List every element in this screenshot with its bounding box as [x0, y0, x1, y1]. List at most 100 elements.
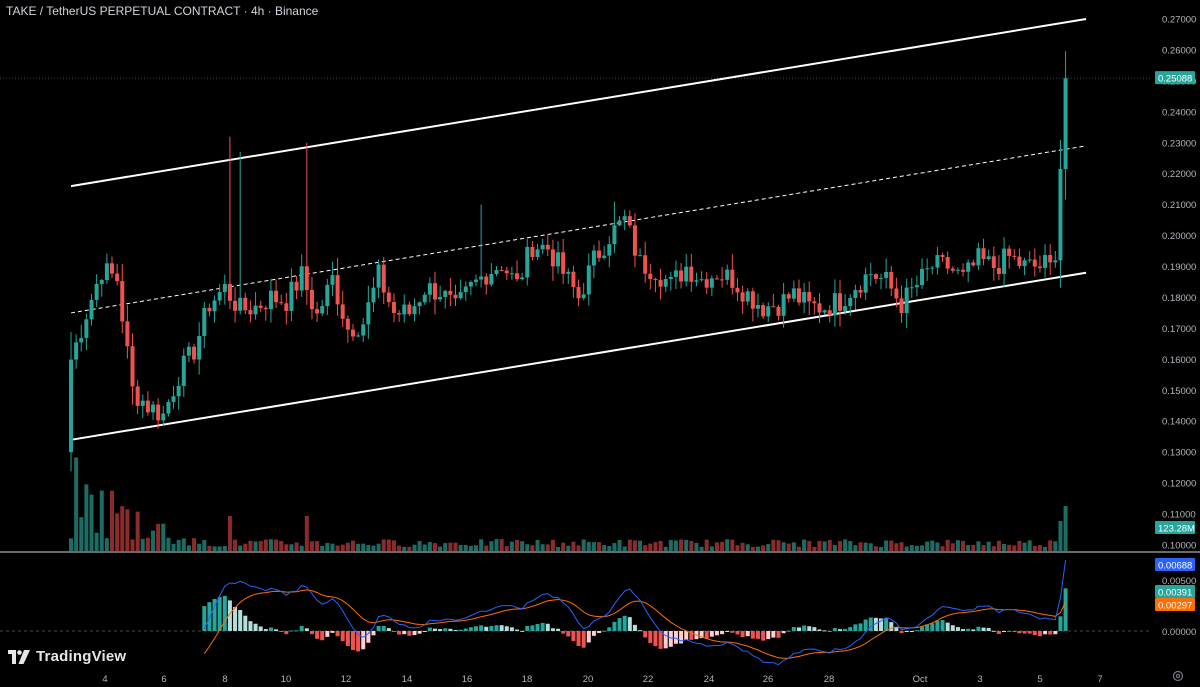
macd-histogram-bar — [463, 628, 468, 631]
candle-body — [868, 274, 873, 276]
time-tick-label: Oct — [913, 674, 928, 685]
volume-tag-bg — [1155, 521, 1195, 534]
volume-bar — [222, 546, 227, 551]
macd-line — [203, 559, 1067, 666]
volume-bar — [725, 539, 730, 551]
time-tick-label: 4 — [102, 674, 107, 685]
volume-bar — [268, 539, 273, 551]
volume-bar — [981, 545, 986, 551]
volume-bar — [858, 542, 863, 551]
settings-gear-icon[interactable] — [1172, 670, 1184, 682]
macd-histogram-bar — [740, 631, 745, 638]
volume-bar — [991, 546, 996, 551]
volume-bar — [838, 541, 842, 551]
macd-histogram-bar — [468, 627, 473, 631]
volume-bar — [909, 545, 914, 551]
candle-body — [750, 291, 755, 309]
candle-body — [448, 290, 453, 295]
macd-histogram-bar — [807, 626, 812, 631]
price-tick-label: 0.19000 — [1162, 262, 1196, 273]
macd-value-tag: 0.00688 — [1158, 561, 1192, 572]
volume-bar — [325, 542, 330, 551]
candle-body — [243, 297, 248, 311]
macd-histogram-bar — [971, 629, 976, 631]
volume-bar — [648, 543, 653, 551]
volume-bar — [432, 543, 437, 551]
volume-bar — [597, 542, 602, 551]
candle-body — [986, 256, 991, 260]
volume-bar — [689, 540, 694, 551]
volume-bar — [730, 539, 735, 551]
candle-body — [853, 289, 858, 299]
macd-tick-label: 0.00500 — [1162, 576, 1196, 587]
price-tick-label: 0.20000 — [1162, 231, 1196, 242]
volume-bar — [397, 545, 402, 551]
macd-histogram-bar — [571, 631, 576, 642]
volume-bar — [145, 537, 150, 551]
candle-body — [443, 290, 448, 297]
tradingview-logo-text: TradingView — [36, 648, 127, 665]
volume-bar — [335, 545, 340, 551]
price-tick-label: 0.15000 — [1162, 386, 1196, 397]
candle-body — [304, 266, 309, 290]
candle-body — [202, 307, 207, 336]
candle-body — [771, 306, 776, 308]
macd-histogram-bar — [417, 631, 422, 634]
volume-bar — [94, 532, 99, 551]
candle-body — [612, 225, 617, 245]
candle-body — [391, 302, 396, 314]
volume-bar — [771, 539, 776, 551]
macd-histogram-bar — [843, 628, 848, 631]
candle-body — [181, 355, 186, 386]
macd-histogram-bar — [904, 631, 909, 632]
macd-histogram-bar — [684, 631, 689, 640]
macd-value-tag-bg — [1155, 558, 1195, 571]
candle-body — [940, 254, 945, 257]
candle-body — [684, 266, 689, 282]
candle-body — [386, 292, 391, 303]
volume-bar — [827, 539, 832, 551]
volume-bar — [735, 545, 740, 551]
volume-bar — [955, 540, 960, 551]
candle-body — [222, 283, 227, 293]
volume-bar — [263, 539, 268, 551]
macd-histogram-bar — [761, 631, 766, 641]
macd-histogram-bar — [766, 631, 771, 640]
candle-body — [468, 282, 473, 287]
volume-bar — [468, 545, 473, 551]
volume-bar — [489, 541, 494, 551]
macd-histogram-bar — [1058, 616, 1063, 631]
candle-body — [253, 305, 258, 315]
volume-bar — [371, 545, 376, 551]
volume-bar — [781, 542, 786, 551]
candle-body — [807, 291, 812, 302]
macd-histogram-bar — [602, 630, 607, 632]
candle-body — [361, 324, 366, 336]
candle-body — [171, 396, 176, 402]
volume-bar — [1037, 545, 1042, 551]
candle-body — [571, 271, 576, 288]
macd-histogram-bar — [996, 631, 1001, 634]
candle-body — [617, 220, 622, 226]
macd-histogram-bar — [961, 629, 966, 631]
candle-body — [376, 264, 381, 288]
volume-bar — [996, 540, 1001, 551]
candle-body — [432, 283, 437, 300]
macd-histogram-bar — [361, 631, 366, 650]
candle-body — [84, 319, 89, 338]
candle-body — [530, 246, 535, 258]
candle-body — [930, 267, 935, 269]
volume-bar — [509, 541, 514, 551]
candle-body — [1022, 260, 1027, 267]
volume-bar — [233, 539, 238, 551]
tradingview-logo[interactable]: TradingView — [8, 648, 126, 665]
macd-histogram-bar — [597, 631, 602, 633]
macd-histogram-bar — [438, 629, 443, 631]
candle-body — [540, 244, 545, 250]
macd-histogram-bar — [991, 630, 996, 632]
candle-body — [1007, 248, 1012, 256]
macd-histogram-bar — [545, 623, 550, 631]
macd-histogram-bar — [899, 631, 904, 634]
price-tick-label: 0.13000 — [1162, 448, 1196, 459]
